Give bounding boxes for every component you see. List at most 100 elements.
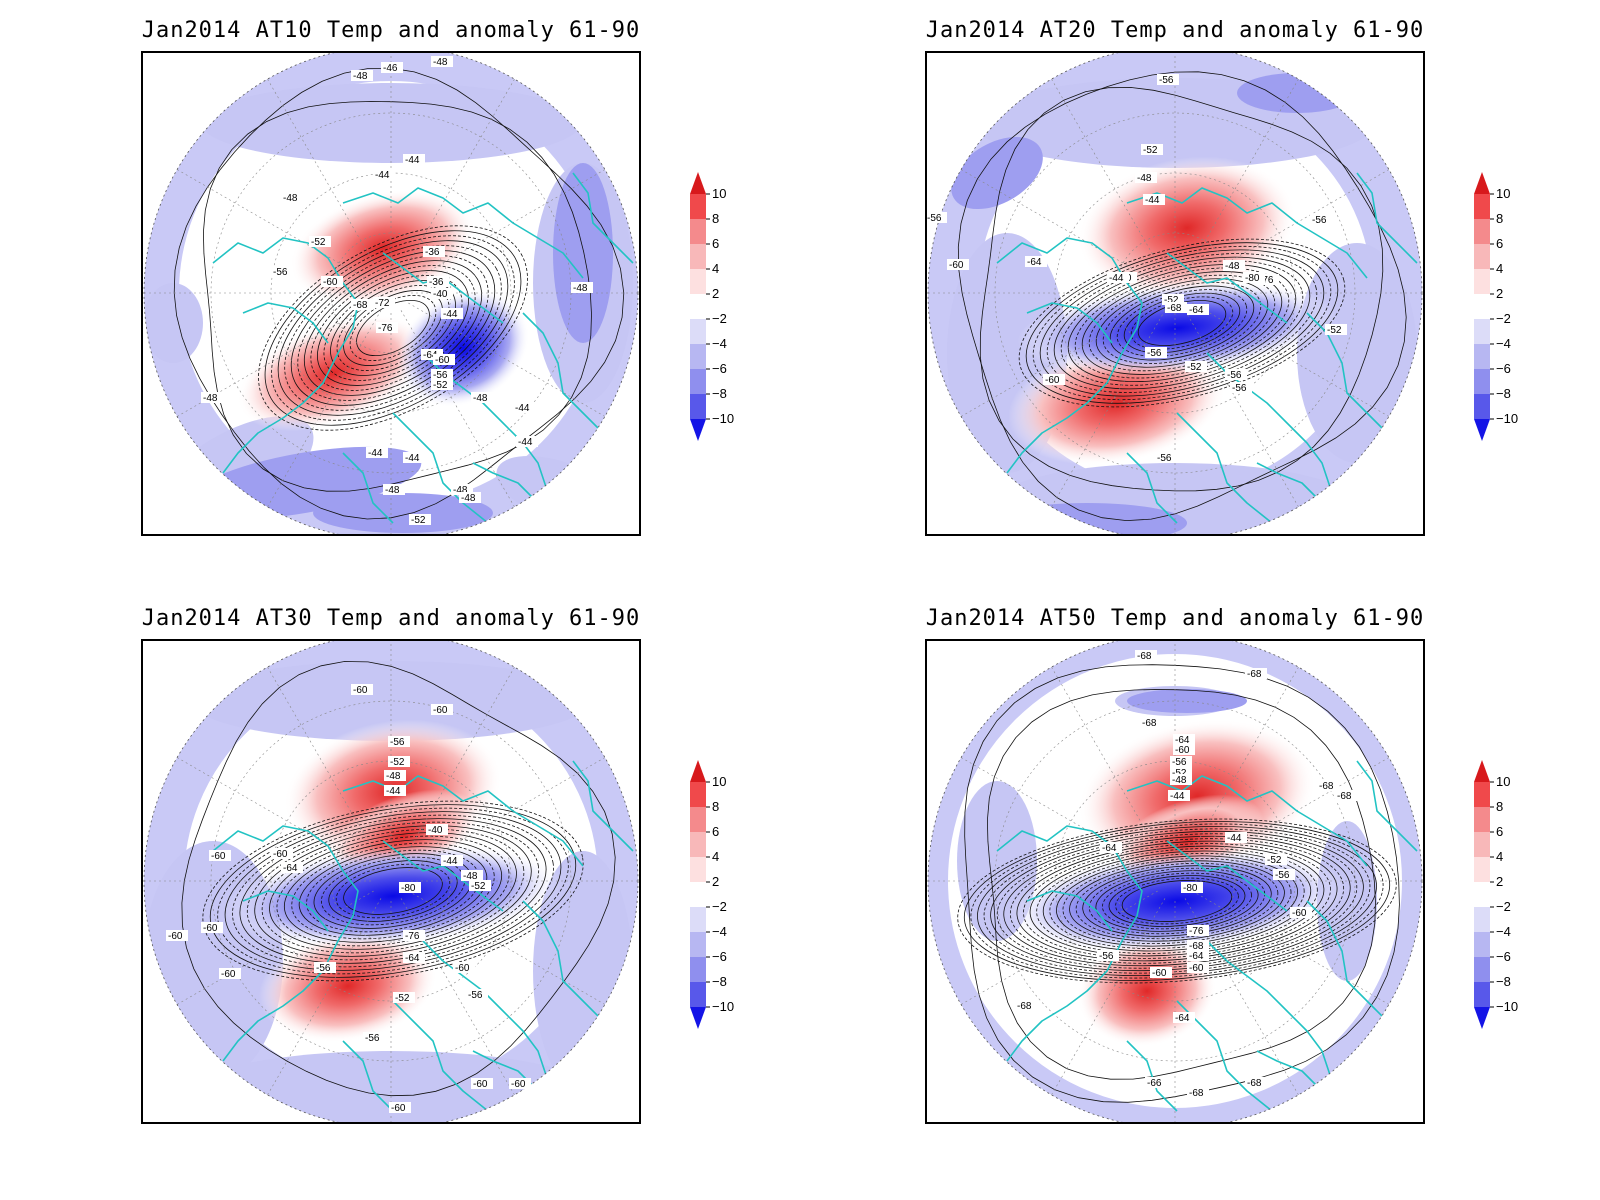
contour-label: -48 <box>353 71 368 82</box>
isotherm-contour <box>983 828 1371 974</box>
contour-label-bg <box>513 402 535 413</box>
isotherm-contour <box>1025 242 1339 404</box>
contour-label-bg <box>431 379 453 390</box>
contour-label: -52 <box>395 993 410 1004</box>
contour-label: -68 <box>1189 941 1204 952</box>
contour-label: -52 <box>1172 768 1187 779</box>
contour-label: -68 <box>1167 303 1182 314</box>
colorbar-tick-label: −10 <box>712 411 734 426</box>
contour-label-bg <box>466 989 488 1000</box>
contour-label: -64 <box>405 953 420 964</box>
coastline <box>996 237 1143 474</box>
colorbar-tick-label: −8 <box>712 974 727 989</box>
isotherm-contour <box>303 260 483 396</box>
colorbar-segment <box>690 832 706 857</box>
panel-title-at50: Jan2014 AT50 Temp and anomaly 61-90 <box>925 606 1425 631</box>
contour-label-bg <box>393 992 415 1003</box>
contour-label-bg <box>1165 302 1187 313</box>
contour-label-bg <box>1140 717 1162 728</box>
contour-label-bg <box>1257 274 1279 285</box>
contour-label-bg <box>383 484 405 495</box>
colorbar-tick-label: −4 <box>712 924 727 939</box>
isotherm-contour <box>258 225 528 431</box>
contour-label-bg <box>1168 790 1190 801</box>
contour-label-bg <box>309 236 331 247</box>
contour-label: -44 <box>368 448 383 459</box>
colorbar-segment <box>1474 882 1490 907</box>
contour-label-bg <box>1097 950 1119 961</box>
colorbar-tick-label: 4 <box>712 261 719 276</box>
isotherm-contour <box>224 811 562 971</box>
isotherm-contour <box>1053 256 1311 390</box>
contour-label: -56 <box>273 267 288 278</box>
contour-label-bg <box>1225 832 1247 843</box>
contour-label-bg <box>453 962 475 973</box>
colorbar-segment <box>1474 294 1490 319</box>
contour-label: -56 <box>1275 870 1290 881</box>
isotherm-contour <box>1029 845 1325 957</box>
anomaly-patch-blue-strong <box>553 163 613 343</box>
colorbar-tick-label: −6 <box>1496 949 1511 964</box>
contour-label-bg <box>571 282 593 293</box>
contour-label-bg <box>1135 650 1157 661</box>
colorbar-tick-label: −4 <box>1496 336 1511 351</box>
isotherm-contour <box>291 842 495 940</box>
contour-label: -48 <box>473 393 488 404</box>
isotherm-contour <box>1075 862 1279 940</box>
contour-label-bg <box>351 684 373 695</box>
contour-label: -68 <box>1247 1078 1262 1089</box>
contour-label-bg <box>441 855 463 866</box>
anomaly-patch-blue-strong <box>313 493 493 533</box>
contour-label: -76 <box>405 931 420 942</box>
coastline <box>1166 252 1288 324</box>
contour-label-bg <box>1173 1012 1195 1023</box>
contour-label: -56 <box>1157 453 1172 464</box>
contour-label: -48 <box>463 871 478 882</box>
contour-label-bg <box>271 848 293 859</box>
colorbar-segment <box>690 319 706 344</box>
contour-label-bg <box>351 70 373 81</box>
colorbar-segment <box>690 807 706 832</box>
isotherm-contour <box>996 833 1358 969</box>
colorbar-segment <box>1474 269 1490 294</box>
isotherm-contour <box>1108 875 1246 927</box>
contour-label: -56 <box>390 737 405 748</box>
coastline <box>572 760 634 852</box>
contour-label: -44 <box>1145 195 1160 206</box>
coastline <box>572 172 634 264</box>
anomaly-patch-blue-strong <box>1237 73 1357 113</box>
contour-label-bg <box>209 850 231 861</box>
colorbar-tick-label: 2 <box>712 286 719 301</box>
colorbar-tick-label: 6 <box>1496 236 1503 251</box>
colorbar-segment <box>1474 219 1490 244</box>
isotherm-contour <box>1049 853 1305 949</box>
contour-label: -64 <box>1175 1013 1190 1024</box>
isotherm-contour <box>1095 870 1259 932</box>
contour-label: -52 <box>390 757 405 768</box>
coastline <box>1176 412 1273 524</box>
contour-label: -44 <box>375 170 390 181</box>
isotherm-contour <box>356 299 430 357</box>
coastline <box>1256 462 1318 499</box>
colorbar-tick-label: 6 <box>712 236 719 251</box>
contour-label-bg <box>461 870 483 881</box>
contour-label-bg <box>1170 756 1192 767</box>
isotherm-contour <box>1046 253 1318 393</box>
isotherm-contour <box>977 826 1377 976</box>
contour-label: -60 <box>391 1103 406 1114</box>
contour-label: -68 <box>1319 781 1334 792</box>
map-boundary <box>927 641 1423 1122</box>
colorbar-segment <box>1474 857 1490 882</box>
anomaly-patch-blue <box>1297 243 1417 463</box>
isotherm-contour <box>1036 848 1318 954</box>
contour-label-bg <box>381 62 403 73</box>
colorbar-tick-label: 6 <box>1496 824 1503 839</box>
contour-label: -60 <box>1292 908 1307 919</box>
colorbar-tick-label: −10 <box>1496 411 1518 426</box>
contour-label-bg <box>1245 1077 1267 1088</box>
colorbar-tick-label: 6 <box>712 824 719 839</box>
isotherm-contour <box>264 230 522 426</box>
coastline <box>242 890 329 932</box>
isotherm-contour <box>970 823 1384 979</box>
isotherm-contour <box>254 825 532 957</box>
